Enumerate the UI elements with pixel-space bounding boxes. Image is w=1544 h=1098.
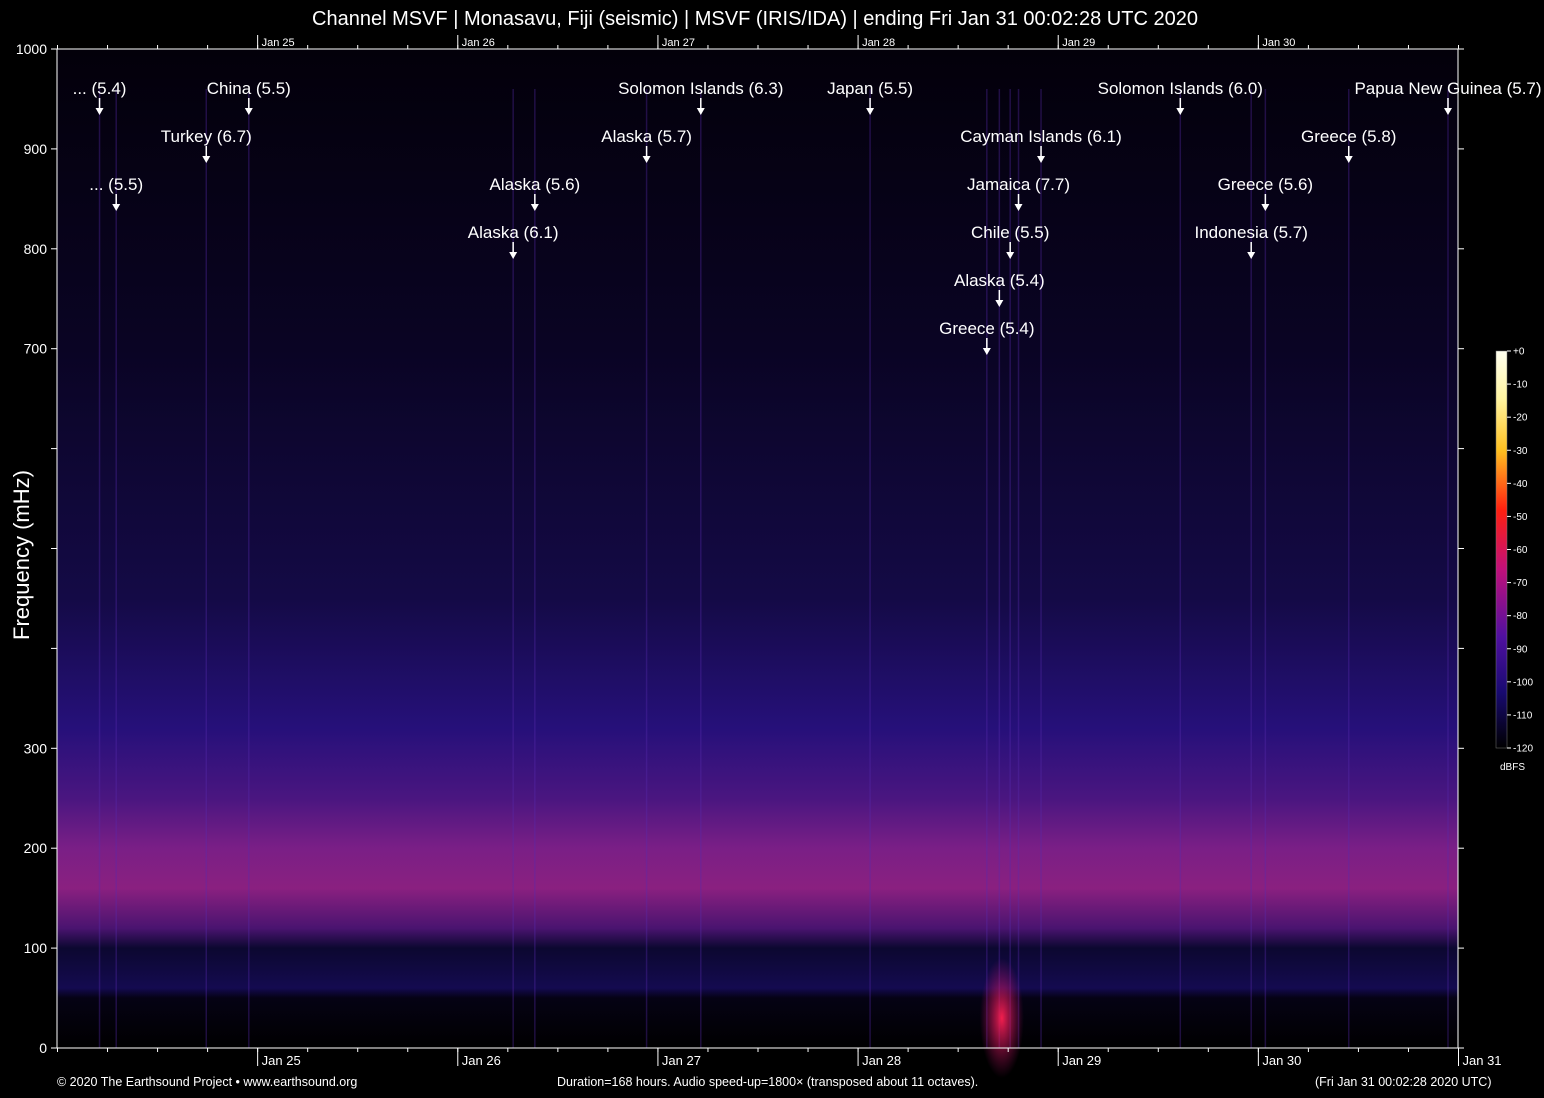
event-arrow-head — [530, 204, 539, 211]
event-arrow-head — [866, 108, 875, 115]
event-label: Greece (5.4) — [939, 319, 1034, 338]
footer-timestamp: (Fri Jan 31 00:02:28 2020 UTC) — [1315, 1075, 1492, 1089]
event-label: Greece (5.6) — [1218, 175, 1313, 194]
y-tick-label: 800 — [24, 241, 48, 257]
spectrogram-field — [57, 49, 1458, 1048]
colorbar-tick-label: -100 — [1513, 677, 1533, 688]
colorbar-ticks: +0 -10 -20 -30 -40 -50 -60 -70 -80 -90 -100 -110 -12… — [1507, 347, 1533, 755]
x-tick-label-top: Jan 25 — [262, 37, 295, 49]
y-tick-label: 300 — [24, 740, 48, 756]
event-arrow-head — [995, 300, 1004, 307]
event-arrow-head — [696, 108, 705, 115]
event-label: Greece (5.8) — [1301, 127, 1396, 146]
colorbar-tick-label: -20 — [1513, 413, 1528, 424]
y-tick-label: 200 — [24, 840, 48, 856]
colorbar-tick-label: -40 — [1513, 479, 1528, 490]
colorbar-tick-label: -70 — [1513, 578, 1528, 589]
event-label: Alaska (5.6) — [489, 175, 580, 194]
x-tick-label: Jan 29 — [1062, 1053, 1101, 1068]
y-tick-label: 1000 — [16, 41, 47, 57]
event-arrow-head — [1006, 252, 1015, 259]
x-tick-label: Jan 30 — [1262, 1053, 1301, 1068]
x-tick-label: Jan 27 — [662, 1053, 701, 1068]
y-axis: 0 100 200 300 700 800 900 1000 — [16, 41, 1464, 1056]
x-axis: Jan 25 Jan 25 Jan 26 Jan 26 Jan 27 Jan 27 Jan … — [57, 35, 1502, 1068]
event-label: Turkey (6.7) — [161, 127, 252, 146]
colorbar-tick-label: +0 — [1513, 347, 1525, 358]
x-tick-label: Jan 31 — [1463, 1053, 1502, 1068]
event-label: Jamaica (7.7) — [967, 175, 1070, 194]
event-label: Chile (5.5) — [971, 223, 1049, 242]
event-arrow-head — [509, 252, 518, 259]
event-arrow-head — [982, 348, 991, 355]
event-arrow-head — [1037, 156, 1046, 163]
event-label: China (5.5) — [207, 79, 291, 98]
event-arrow-head — [1261, 204, 1270, 211]
footer-copyright: © 2020 The Earthsound Project • www.eart… — [57, 1075, 358, 1089]
colorbar-tick-label: -10 — [1513, 380, 1528, 391]
colorbar-tick-label: -80 — [1513, 611, 1528, 622]
colorbar-tick-label: -60 — [1513, 545, 1528, 556]
y-tick-label: 100 — [24, 940, 48, 956]
colorbar-tick-label: -110 — [1513, 710, 1533, 721]
footer-duration: Duration=168 hours. Audio speed-up=1800×… — [557, 1075, 979, 1089]
event-label: Alaska (5.7) — [601, 127, 692, 146]
colorbar-unit-label: dBFS — [1500, 762, 1526, 773]
event-label: Papua New Guinea (5.7) — [1354, 79, 1541, 98]
x-tick-label-top: Jan 27 — [662, 37, 695, 49]
event-label: Solomon Islands (6.0) — [1098, 79, 1263, 98]
colorbar-tick-label: -120 — [1513, 744, 1533, 755]
event-label: Alaska (5.4) — [954, 271, 1045, 290]
colorbar-tick-label: -50 — [1513, 512, 1528, 523]
x-tick-label: Jan 25 — [262, 1053, 301, 1068]
x-tick-label-top: Jan 28 — [862, 37, 895, 49]
event-arrow-head — [1176, 108, 1185, 115]
colorbar-tick-label: -90 — [1513, 644, 1528, 655]
event-arrow-head — [1014, 204, 1023, 211]
x-tick-label-top: Jan 29 — [1062, 37, 1095, 49]
colorbar-tick-label: -30 — [1513, 446, 1528, 457]
x-tick-label-top: Jan 26 — [462, 37, 495, 49]
event-arrow-head — [244, 108, 253, 115]
event-label: Indonesia (5.7) — [1194, 223, 1307, 242]
event-arrow-head — [112, 204, 121, 211]
x-tick-label: Jan 28 — [862, 1053, 901, 1068]
event-arrow-head — [1344, 156, 1353, 163]
event-arrow-head — [642, 156, 651, 163]
colorbar — [1495, 350, 1508, 749]
x-tick-label-top: Jan 30 — [1262, 37, 1295, 49]
event-label: ... (5.4) — [73, 79, 127, 98]
event-arrow-head — [1247, 252, 1256, 259]
event-label: ... (5.5) — [89, 175, 143, 194]
event-label: Cayman Islands (6.1) — [960, 127, 1122, 146]
x-tick-label: Jan 26 — [462, 1053, 501, 1068]
event-arrow-head — [202, 156, 211, 163]
event-arrow-head — [95, 108, 104, 115]
y-tick-label: 700 — [24, 341, 48, 357]
event-label: Japan (5.5) — [827, 79, 913, 98]
chart-title: Channel MSVF | Monasavu, Fiji (seismic) … — [312, 8, 1198, 30]
y-tick-label: 0 — [39, 1040, 47, 1056]
event-hot-spot — [979, 958, 1024, 1079]
earthquake-annotations: ... (5.4) China (5.5) Turkey (6.7) ... (5.5… — [73, 79, 1542, 355]
event-arrow-head — [1443, 108, 1452, 115]
event-label: Alaska (6.1) — [468, 223, 559, 242]
y-tick-label: 900 — [24, 141, 48, 157]
event-label: Solomon Islands (6.3) — [618, 79, 783, 98]
